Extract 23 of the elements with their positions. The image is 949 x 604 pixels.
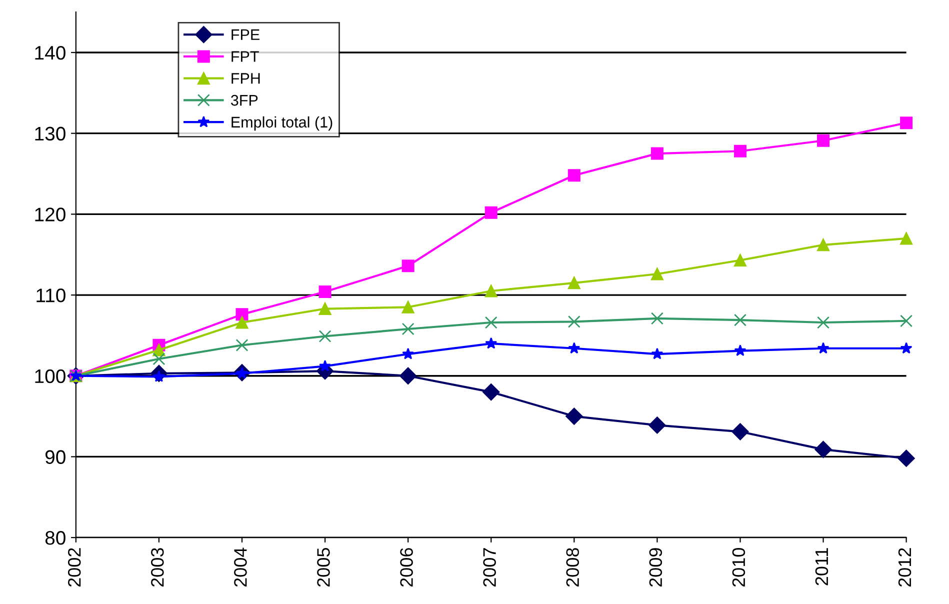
y-tick-label: 140 [35, 46, 66, 60]
x-tick-label: 2005 [317, 548, 330, 587]
legend-label: FPT [232, 51, 259, 62]
x-tick-label: 2009 [649, 548, 662, 587]
legend-label: FPH [232, 73, 260, 84]
legend-label: FPE [232, 29, 260, 40]
legend-label: Emploi total (1) [232, 116, 332, 131]
y-tick-label: 110 [36, 288, 66, 302]
y-tick-label: 120 [35, 208, 66, 222]
x-tick-label: 2006 [400, 548, 413, 587]
y-tick-label: 80 [45, 531, 66, 545]
y-tick-label: 90 [45, 450, 66, 464]
x-tick-label: 2011 [815, 548, 828, 586]
legend-label: 3FP [230, 94, 258, 106]
x-tick-label: 2012 [898, 548, 912, 587]
x-tick-label: 2003 [151, 548, 164, 587]
x-tick-label: 2002 [68, 548, 81, 587]
x-tick-label: 2007 [483, 548, 496, 587]
y-tick-label: 100 [35, 369, 66, 384]
x-tick-label: 2008 [566, 548, 579, 587]
x-tick-label: 2010 [732, 548, 746, 587]
y-tick-label: 130 [35, 126, 66, 141]
x-tick-label: 2004 [234, 548, 247, 587]
